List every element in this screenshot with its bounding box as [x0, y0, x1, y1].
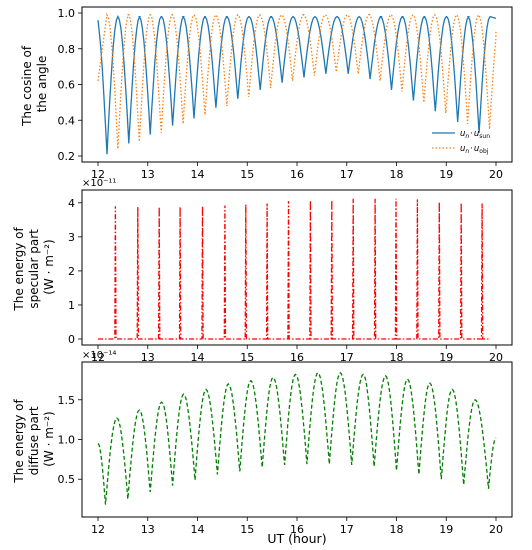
x-tick-label: 13	[141, 523, 155, 536]
x-tick-label: 18	[390, 523, 404, 536]
legend-sun-dot: ·	[470, 129, 473, 139]
legend-sun-u: u	[460, 129, 465, 139]
cosine-panel: 12 13 14 15 16 17 18 19 20 0.2 0.4 0.6 0.8 1.0 The c…	[20, 6, 513, 181]
x-tick-label: 15	[240, 523, 254, 536]
x-tick-label: 12	[91, 351, 105, 364]
specular-ylabel-line-3: (W · m⁻²)	[42, 239, 56, 295]
x-tick-label: 20	[489, 168, 503, 181]
x-tick-label: 16	[290, 351, 304, 364]
legend-sun-n: n	[465, 133, 469, 140]
diffuse-ylabel: The energy of diffuse part (W · m⁻²)	[12, 395, 56, 483]
x-tick-label: 13	[141, 351, 155, 364]
specular-ylabel-line-2: specular part	[27, 229, 41, 309]
y-tick-label: 0.6	[58, 79, 76, 92]
x-tick-label: 14	[191, 168, 205, 181]
cosine-ylabel-line-1: The cosine of	[20, 45, 34, 127]
x-tick-label: 18	[390, 168, 404, 181]
diffuse-ylabel-line-3: (W · m⁻²)	[42, 411, 56, 467]
x-tick-label: 17	[340, 523, 354, 536]
legend-obj-dot: ·	[470, 144, 473, 154]
diffuse-ylabel-line-1: The energy of	[12, 398, 26, 483]
legend-obj-n: n	[465, 148, 469, 155]
diffuse-plot-lines	[97, 371, 497, 505]
x-tick-label: 20	[489, 351, 503, 364]
specular-offset-text: ×10⁻¹¹	[82, 178, 116, 189]
x-axis-label: UT (hour)	[267, 531, 326, 546]
x-tick-label: 19	[439, 351, 453, 364]
y-tick-label: 1.0	[58, 434, 76, 447]
y-tick-label: 1.0	[58, 7, 76, 20]
legend-sun-sub: sun	[479, 133, 490, 140]
specular-plot-lines	[98, 198, 489, 340]
x-tick-label: 16	[290, 168, 304, 181]
specular-x-ticks: 12 13 14 15 16 17 18 19 20	[91, 345, 503, 364]
specular-ylabel-line-1: The energy of	[12, 226, 26, 311]
diffuse-offset-text: ×10⁻¹⁴	[82, 350, 116, 361]
cosine-y-ticks: 0.2 0.4 0.6 0.8 1.0	[58, 7, 82, 163]
legend-obj-label: un·uobj	[460, 144, 489, 155]
y-tick-label: 0.5	[58, 473, 76, 486]
x-tick-label: 20	[489, 523, 503, 536]
x-tick-label: 15	[240, 351, 254, 364]
diffuse-y-ticks: 0.5 1.0 1.5	[58, 394, 82, 486]
x-tick-label: 18	[390, 351, 404, 364]
x-tick-label: 14	[191, 523, 205, 536]
diffuse-axes-frame	[81, 361, 513, 518]
specular-ylabel: The energy of specular part (W · m⁻²)	[12, 223, 56, 311]
x-tick-label: 17	[340, 351, 354, 364]
x-tick-label: 14	[191, 351, 205, 364]
diffuse-ylabel-line-2: diffuse part	[27, 406, 41, 475]
cosine-axes-frame	[81, 6, 513, 163]
x-tick-label: 12	[91, 523, 105, 536]
cosine-ylabel-line-2: the angle	[35, 56, 49, 113]
x-tick-label: 15	[240, 168, 254, 181]
cosine-legend: un·usun un·uobj	[432, 129, 490, 155]
x-tick-label: 17	[340, 168, 354, 181]
series-line-0-1	[97, 12, 497, 149]
y-tick-label: 0.4	[58, 114, 76, 127]
y-tick-label: 3	[68, 231, 75, 244]
cosine-plot-lines	[97, 12, 497, 155]
x-tick-label: 19	[439, 523, 453, 536]
y-tick-label: 4	[68, 197, 75, 210]
specular-y-ticks: 0 1 2 3 4	[68, 197, 82, 346]
y-tick-label: 1.5	[58, 394, 76, 407]
legend-obj-u2: u	[474, 144, 479, 154]
specular-axes-frame	[81, 189, 513, 346]
y-tick-label: 0.2	[58, 150, 76, 163]
x-tick-label: 12	[91, 168, 105, 181]
legend-sun-u2: u	[474, 129, 479, 139]
y-tick-label: 1	[68, 299, 75, 312]
series-line-0-0	[97, 15, 497, 155]
x-tick-label: 13	[141, 168, 155, 181]
x-tick-label: 16	[290, 523, 304, 536]
y-tick-label: 2	[68, 265, 75, 278]
series-line-1-0	[98, 198, 489, 340]
series-line-2-0	[97, 371, 497, 505]
diffuse-x-ticks: 12 13 14 15 16 17 18 19 20	[91, 517, 503, 536]
cosine-x-ticks: 12 13 14 15 16 17 18 19 20	[91, 162, 503, 181]
y-tick-label: 0.8	[58, 43, 76, 56]
cosine-ylabel: The cosine of the angle	[20, 42, 49, 127]
legend-obj-sub: obj	[479, 148, 488, 155]
legend-sun-label: un·usun	[460, 129, 490, 140]
y-tick-label: 0	[68, 333, 75, 346]
x-tick-label: 19	[439, 168, 453, 181]
legend-obj-u: u	[460, 144, 465, 154]
diffuse-panel: 12 13 14 15 16 17 18 19 20 0.5 1.0 1.5 ×10⁻¹⁴ The …	[12, 350, 513, 536]
